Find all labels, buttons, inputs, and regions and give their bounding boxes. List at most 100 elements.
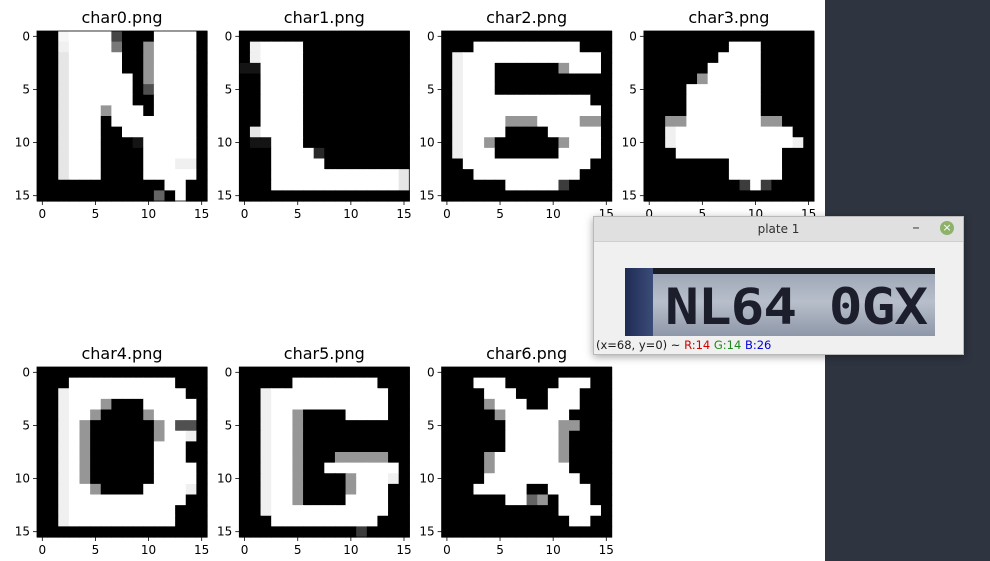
pixel-cell xyxy=(388,483,400,496)
pixel-cell xyxy=(111,169,123,181)
pixel-cell xyxy=(600,430,613,442)
pixel-cell xyxy=(132,441,144,453)
pixel-cell xyxy=(579,420,591,432)
pixel-cell xyxy=(281,377,294,389)
pixel-cell xyxy=(579,73,591,85)
pixel-cell xyxy=(494,377,506,389)
pixel-cell xyxy=(707,169,719,181)
pixel-cell xyxy=(196,452,208,464)
pixel-cell xyxy=(122,409,134,421)
pixel-cell xyxy=(111,505,123,517)
pixel-cell xyxy=(143,473,155,485)
status-red-value: R:14 xyxy=(684,338,711,352)
pixel-cell xyxy=(388,116,400,128)
pixel-cell xyxy=(345,515,357,527)
minimize-icon[interactable]: – xyxy=(912,218,920,236)
pixel-cell xyxy=(303,462,315,474)
pixel-cell xyxy=(47,147,59,160)
pixel-cell xyxy=(196,147,208,160)
pixel-cell xyxy=(345,73,357,85)
pixel-cell xyxy=(47,169,59,181)
pixel-cell xyxy=(185,462,197,474)
pixel-cell xyxy=(718,73,730,85)
pixel-cell xyxy=(111,73,123,85)
pixel-cell xyxy=(675,73,687,85)
pixel-cell xyxy=(377,462,389,474)
pixel-cell xyxy=(771,52,783,64)
pixel-cell xyxy=(334,526,347,538)
pixel-cell xyxy=(143,169,155,181)
pixel-cell xyxy=(37,73,49,85)
pixel-cell xyxy=(313,377,325,389)
close-icon[interactable]: × xyxy=(940,221,954,235)
pixel-cell xyxy=(558,526,570,538)
pixel-cell xyxy=(185,126,197,138)
pixel-cell xyxy=(303,420,315,432)
pixel-cell xyxy=(665,41,677,53)
pixel-cell xyxy=(324,84,336,96)
pixel-cell xyxy=(281,388,294,400)
plate-window[interactable]: plate 1 – × NL64 0GX (x=68, y=0) ~ xyxy=(593,216,964,355)
pixel-cell xyxy=(345,526,357,538)
pixel-cell xyxy=(484,105,496,117)
pixel-cell xyxy=(665,137,677,149)
pixel-cell xyxy=(196,515,208,527)
pixel-cell xyxy=(249,441,262,453)
pixel-cell xyxy=(366,84,379,96)
pixel-cell xyxy=(547,515,560,527)
window-titlebar[interactable]: plate 1 – × xyxy=(594,217,963,242)
pixel-cell xyxy=(547,377,560,389)
pixel-cell xyxy=(37,105,49,117)
pixel-cell xyxy=(505,147,517,160)
pixel-cell xyxy=(558,388,570,400)
pixel-cell xyxy=(111,515,123,527)
pixel-cell xyxy=(494,409,506,421)
pixel-cell xyxy=(547,398,560,411)
pixel-cell xyxy=(196,388,208,400)
pixel-cell xyxy=(462,388,475,400)
pixel-cell xyxy=(249,367,262,379)
pixel-cell xyxy=(686,105,698,117)
pixel-cell xyxy=(505,94,517,106)
pixel-cell xyxy=(494,116,506,128)
pixel-cell xyxy=(68,41,81,53)
pixel-cell xyxy=(590,388,602,400)
pixel-cell xyxy=(558,483,570,496)
pixel-cell xyxy=(707,137,719,149)
pixel-cell xyxy=(132,41,144,53)
pixel-cell xyxy=(239,441,251,453)
pixel-cell xyxy=(377,483,389,496)
pixel-cell xyxy=(547,526,560,538)
pixel-cell xyxy=(515,462,528,474)
pixel-cell xyxy=(398,515,410,527)
pixel-cell xyxy=(356,441,368,453)
pixel-cell xyxy=(356,505,368,517)
pixel-cell xyxy=(239,179,251,191)
pixel-cell xyxy=(345,158,357,170)
pixel-cell xyxy=(398,430,410,442)
pixel-cell xyxy=(579,84,591,96)
pixel-cell xyxy=(90,179,102,191)
pixel-cell xyxy=(452,441,464,453)
pixel-cell xyxy=(313,158,325,170)
pixel-cell xyxy=(590,31,602,43)
license-plate-image[interactable]: NL64 0GX xyxy=(625,268,935,336)
pixel-cell xyxy=(249,505,262,517)
pixel-cell xyxy=(473,398,485,411)
pixel-cell xyxy=(260,126,272,138)
pixel-cell xyxy=(494,505,506,517)
pixel-cell xyxy=(473,116,485,128)
pixel-cell xyxy=(249,169,262,181)
pixel-cell xyxy=(185,526,197,538)
pixel-cell xyxy=(462,105,475,117)
pixel-cell xyxy=(526,105,538,117)
pixel-cell xyxy=(47,515,59,527)
pixel-cell xyxy=(377,62,389,75)
pixel-cell xyxy=(90,62,102,75)
pixel-cell xyxy=(515,483,528,496)
pixel-cell xyxy=(452,494,464,506)
pixel-cell xyxy=(345,179,357,191)
pixel-cell xyxy=(164,84,176,96)
pixel-cell xyxy=(643,41,656,53)
pixel-cell xyxy=(590,505,602,517)
